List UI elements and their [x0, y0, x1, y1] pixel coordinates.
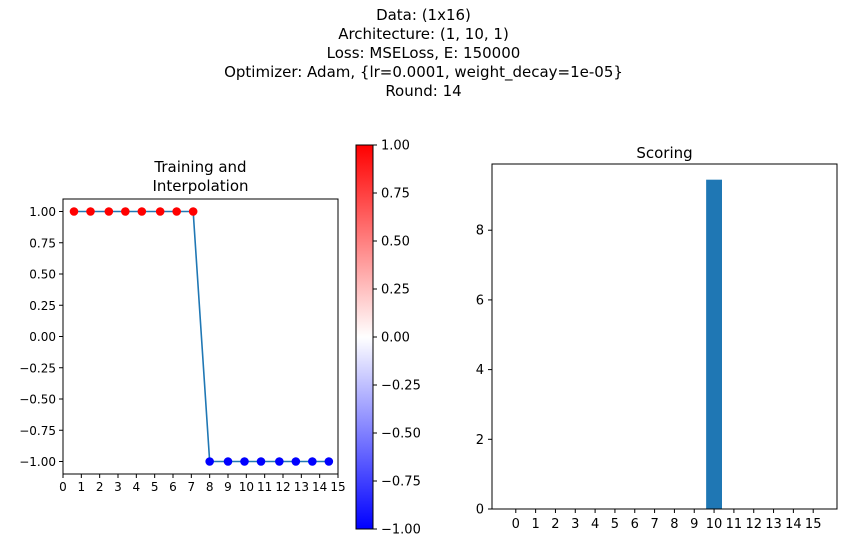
colorbar-tick-label: 0.00 [381, 331, 410, 346]
x-tick-label: 15 [805, 517, 822, 532]
training-point [275, 457, 284, 466]
colorbar-tick-label: −0.75 [381, 475, 421, 490]
suptitle-line-optimizer: Optimizer: Adam, {lr=0.0001, weight_deca… [224, 63, 623, 81]
x-tick-label: 6 [169, 480, 177, 494]
y-tick-label: 6 [476, 293, 484, 308]
figure-suptitle: Data: (1x16) Architecture: (1, 10, 1) Lo… [0, 6, 847, 101]
x-tick-label: 2 [96, 480, 104, 494]
x-tick-label: 5 [611, 517, 619, 532]
colorbar-tick-label: 1.00 [381, 139, 410, 154]
colorbar-gradient [355, 144, 374, 530]
training-point [205, 457, 214, 466]
y-tick-label: 8 [476, 224, 484, 239]
y-tick-label: 0.50 [29, 268, 56, 282]
x-tick-label: 9 [224, 480, 232, 494]
training-point [172, 207, 181, 216]
y-tick-label: 0 [476, 503, 484, 518]
training-point [188, 207, 198, 216]
colorbar-tick-label: −0.25 [381, 379, 421, 394]
suptitle-line-round: Round: 14 [385, 82, 462, 100]
x-tick-label: 8 [670, 517, 678, 532]
training-point [86, 207, 95, 216]
training-point [291, 457, 301, 466]
y-tick-label: 0.25 [29, 299, 56, 313]
training-point [308, 457, 317, 466]
x-tick-label: 1 [531, 517, 539, 532]
chart-title: Scoring [636, 144, 692, 162]
x-tick-label: 4 [133, 480, 141, 494]
training-point [324, 457, 334, 466]
score-bar [706, 179, 722, 509]
x-tick-label: 0 [59, 480, 67, 494]
colorbar-tick-label: 0.75 [381, 187, 410, 202]
plot-frame [62, 198, 339, 475]
colorbar-tick-label: 0.50 [381, 235, 410, 250]
x-tick-label: 3 [571, 517, 579, 532]
y-tick-label: 4 [476, 363, 484, 378]
suptitle-line-loss: Loss: MSELoss, E: 150000 [326, 44, 521, 62]
training-point [104, 207, 114, 216]
training-point [223, 457, 233, 466]
x-tick-label: 8 [206, 480, 214, 494]
x-tick-label: 3 [114, 480, 122, 494]
x-tick-label: 2 [551, 517, 559, 532]
chart-title-line-2: Interpolation [153, 177, 249, 195]
y-tick-label: 2 [476, 433, 484, 448]
training-point [256, 457, 266, 466]
x-tick-label: 10 [706, 517, 723, 532]
y-tick-label: −0.25 [19, 361, 56, 375]
x-tick-label: 1 [78, 480, 86, 494]
x-tick-label: 13 [294, 480, 309, 494]
x-tick-label: 0 [512, 517, 520, 532]
colorbar-tick-label: 0.25 [381, 283, 410, 298]
suptitle-line-data: Data: (1x16) [376, 6, 471, 24]
x-tick-label: 9 [690, 517, 698, 532]
interpolation-line [74, 210, 329, 463]
colorbar: 1.00 0.75 0.50 0.25 0.00 −0.25 −0.50 −0.75 −1.00 [355, 139, 421, 538]
x-tick-label: 10 [239, 480, 254, 494]
x-tick-label: 12 [745, 517, 762, 532]
x-tick-label: 7 [650, 517, 658, 532]
plot-background [492, 164, 837, 509]
colorbar-tick-label: −0.50 [381, 427, 421, 442]
training-point [240, 457, 249, 466]
y-tick-label: −0.50 [19, 393, 56, 407]
suptitle-line-architecture: Architecture: (1, 10, 1) [338, 25, 509, 43]
training-point [155, 207, 165, 216]
training-point [137, 207, 147, 216]
y-tick-label: −1.00 [19, 455, 56, 469]
y-tick-label: 0.00 [29, 330, 56, 344]
x-tick-label: 5 [151, 480, 159, 494]
x-tick-label: 4 [591, 517, 599, 532]
x-tick-label: 7 [188, 480, 196, 494]
training-point [69, 207, 79, 216]
x-tick-label: 11 [257, 480, 272, 494]
y-tick-label: 0.75 [29, 236, 56, 250]
x-tick-label: 14 [785, 517, 802, 532]
chart-title-line-1: Training and [153, 158, 246, 176]
plot-frame [491, 163, 838, 510]
x-tick-label: 13 [765, 517, 782, 532]
colorbar-tick-label: −1.00 [381, 523, 421, 538]
x-tick-label: 14 [312, 480, 327, 494]
x-tick-label: 11 [726, 517, 743, 532]
x-tick-label: 12 [275, 480, 290, 494]
x-tick-label: 15 [330, 480, 345, 494]
training-point [121, 207, 130, 216]
x-tick-label: 6 [631, 517, 639, 532]
y-tick-label: 1.00 [29, 205, 56, 219]
y-tick-label: −0.75 [19, 424, 56, 438]
